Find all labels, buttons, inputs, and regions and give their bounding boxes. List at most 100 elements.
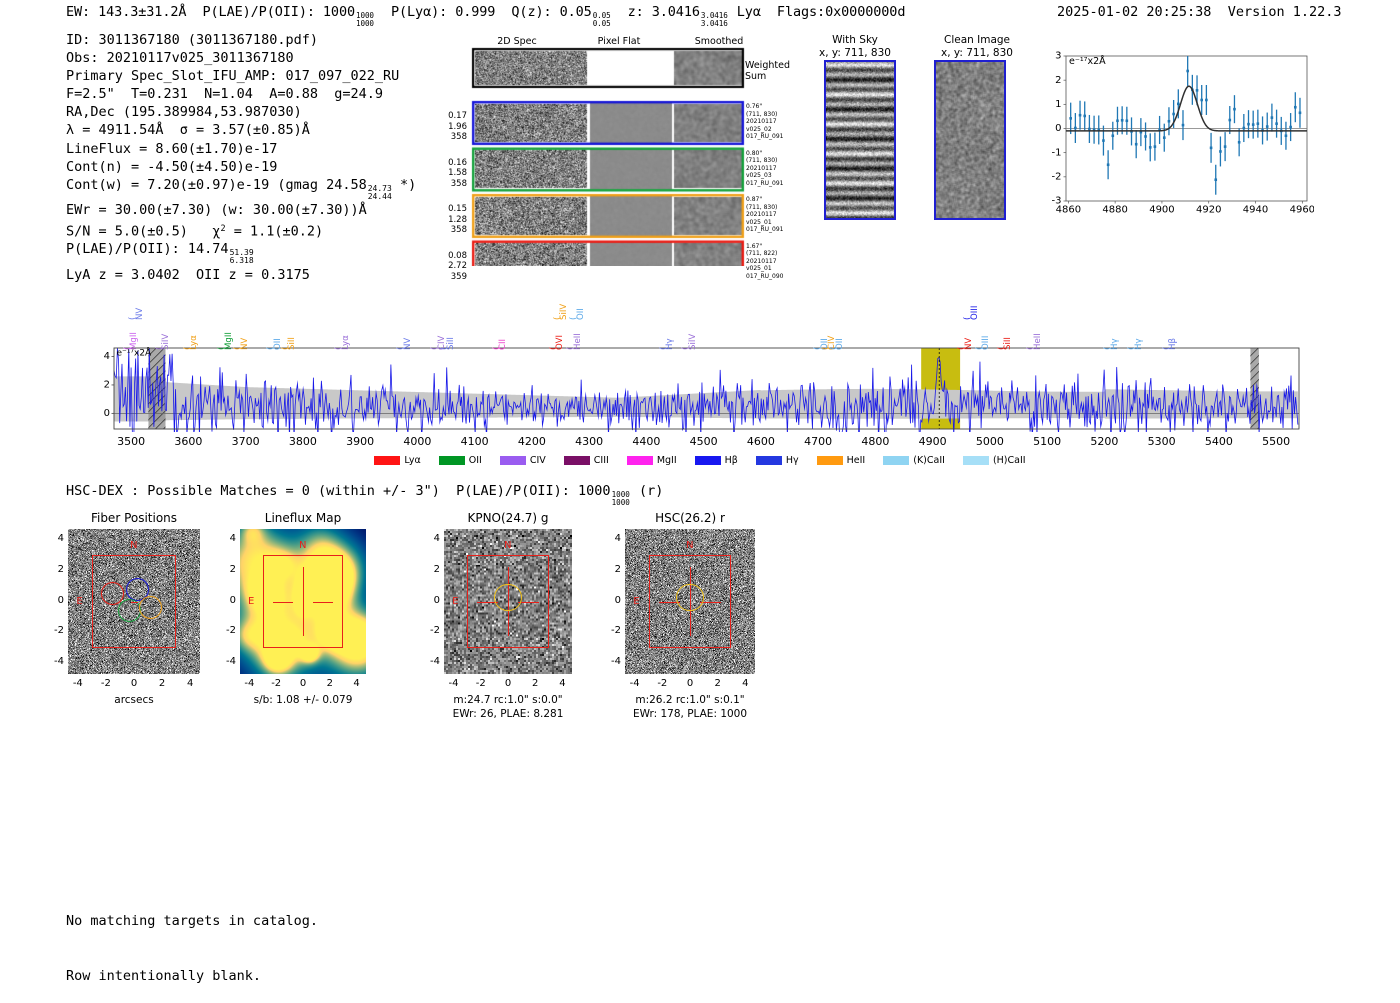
- fiber-circle: [100, 581, 124, 605]
- header-qz-hi: 0.05: [592, 11, 611, 21]
- spectrum-xtick-label: 4400: [632, 435, 661, 448]
- panel-title: HSC(26.2) r: [655, 511, 725, 525]
- legend-item: OII: [438, 455, 482, 466]
- spectrum-xtick-label: 5400: [1204, 435, 1233, 448]
- spectrum-line-label: NV: [402, 337, 413, 350]
- panel-ytick-label: 2: [614, 563, 621, 575]
- info-id: ID: 3011367180 (3011367180.pdf): [66, 32, 318, 48]
- spectrum-line-brace: (: [154, 346, 165, 350]
- spectrum-xtick-label: 4300: [575, 435, 604, 448]
- spectrum-line-brace: (: [1127, 346, 1138, 350]
- panel-xtick-label: -4: [72, 678, 83, 689]
- spectrum-line-brace: (: [1026, 346, 1037, 350]
- spec2d-row-meta-line: (711, 830): [746, 110, 778, 118]
- cutout-panel-row: Fiber Positions N E -4 -4 -2 -2 0 0 2 2 4 4 arcsecs Li…: [0, 505, 1400, 745]
- header-qz-range: 0.05 0.05: [593, 12, 611, 27]
- panel-red-box: [91, 555, 177, 648]
- aperture-circle: [676, 583, 704, 612]
- cutout-withsky-xy: x, y: 711, 830: [819, 46, 891, 59]
- info-radec: RA,Dec (195.389984,53.987030): [66, 104, 302, 121]
- spectrum-line-brace: (: [1161, 346, 1172, 350]
- spectrum-line-label: Lyα: [189, 335, 200, 350]
- spectrum-line-label: SiIV: [687, 333, 698, 350]
- header-version: Version 1.22.3: [1227, 4, 1342, 20]
- spec2d-weighted-sum-label: Weighted Sum: [745, 60, 790, 82]
- catalog-status-line1: No matching targets in catalog.: [66, 913, 318, 930]
- spec2d-row-values: 0.17 1.96 358: [434, 111, 467, 143]
- spectrum-xtick-label: 3900: [346, 435, 375, 448]
- spectrum-line-label: Hγ: [1133, 338, 1144, 350]
- info-gmag-hi: 24.73: [367, 183, 392, 193]
- compass-east-label: E: [452, 596, 459, 608]
- spectrum-xtick-label: 3700: [231, 435, 260, 448]
- spec2d-row-meta-line: 017_RU_091: [746, 179, 784, 187]
- info-obs: Obs: 20210117v025_3011367180: [66, 50, 294, 67]
- spectrum-xtick-label: 4800: [861, 435, 890, 448]
- compass-east-label: E: [248, 596, 255, 608]
- panel-xtick-label: 0: [504, 678, 512, 689]
- spectrum-line-label: NV: [963, 337, 974, 350]
- panel-ytick-label: 2: [57, 563, 64, 575]
- spec2d-row-value: 1.96: [448, 121, 467, 132]
- spectrum-line-brace: (: [430, 346, 441, 350]
- legend-swatch: [816, 456, 843, 465]
- spectrum-xtick-label: 3600: [174, 435, 203, 448]
- spec2d-title-2dspec: 2D Spec: [497, 36, 537, 47]
- panel-crosshair: [690, 566, 692, 590]
- spectrum-xtick-label: 5200: [1090, 435, 1119, 448]
- spec2d-row-meta-line: v025_02: [746, 125, 772, 133]
- panel-xtick-label: -4: [629, 678, 640, 689]
- info-sn-pre: S/N = 5.0(±0.5) χ: [66, 222, 221, 239]
- spec2d-title-smoothed: Smoothed: [694, 36, 744, 47]
- compass-north-label: N: [504, 539, 512, 551]
- spectrum-line-label: HeII: [572, 333, 583, 350]
- info-plae-pre: P(LAE)/P(OII): 14.74: [66, 240, 229, 257]
- legend-item: MgII: [626, 455, 677, 466]
- spectrum-line-label: OVI: [555, 334, 566, 350]
- header-flags: Flags:0x0000000d: [776, 4, 906, 20]
- spec2d-row-meta-line: 0.80": [746, 149, 763, 157]
- spectrum-xtick-label: 4600: [746, 435, 775, 448]
- panel-ytick-label: 4: [57, 532, 64, 544]
- header-summary: EW: 143.3±31.2Å P(LAE)/P(OII): 1000 1000 1…: [66, 4, 905, 28]
- spectrum-line-label: SiII: [446, 337, 457, 350]
- info-plae-hi: 51.39: [229, 248, 254, 258]
- info-seeing: F=2.5" T=0.231 N=1.04 A=0.88 g=24.9: [66, 86, 383, 103]
- spectrum-line-brace: (: [658, 346, 669, 350]
- header-ew: EW: 143.3±31.2Å: [66, 4, 187, 20]
- fiber-circle: [138, 596, 162, 620]
- panel-ytick-label: -4: [611, 656, 621, 668]
- hsc-dex-summary: HSC-DEX : Possible Matches = 0 (within +…: [66, 483, 663, 507]
- legend-label: HeII: [846, 455, 866, 466]
- panel-crosshair: [477, 601, 498, 603]
- info-lambda-sigma: λ = 4911.54Å σ = 3.57(±0.85)Å: [66, 122, 310, 139]
- header-z-range: 3.0416 3.0416: [701, 12, 728, 27]
- legend-label: (K)CaII: [913, 455, 945, 466]
- info-lineflux: LineFlux = 8.60(±1.70)e-17: [66, 140, 278, 157]
- legend-label: Hγ: [785, 455, 799, 466]
- spectrum-line-label: OII: [819, 338, 830, 350]
- emission-line-zoom-plot: [1036, 48, 1314, 223]
- detection-info-block: ID: 3011367180 (3011367180.pdf) Obs: 202…: [66, 31, 416, 284]
- legend-label: OII: [468, 455, 482, 466]
- info-gmag-lo: 24.44: [367, 192, 392, 202]
- full-spectrum-plot: [94, 345, 1301, 432]
- cutout-with-sky-image: [824, 60, 896, 220]
- spec2d-row-meta-line: 20210117: [746, 164, 777, 172]
- legend-label: (H)CaII: [992, 455, 1026, 466]
- legend-swatch: [755, 456, 782, 465]
- spectrum-line-brace: (: [974, 346, 985, 350]
- spec2d-row-value: 358: [450, 132, 467, 143]
- spec2d-row-meta-line: 1.67": [746, 242, 763, 250]
- header-plae-label: P(LAE)/P(OII): 1000: [202, 4, 356, 20]
- header-plae-lo: 1000: [356, 19, 374, 28]
- legend-swatch: [563, 456, 590, 465]
- spectrum-line-brace: (: [996, 346, 1007, 350]
- cutout-clean-title: Clean Image: [943, 34, 1011, 46]
- info-redshifts: LyA z = 3.0402 OII z = 0.3175: [66, 266, 310, 283]
- spec2d-row-value: 0.08: [448, 250, 467, 261]
- spectrum-line-label: NV: [239, 337, 250, 350]
- spectrum-line-brace: (: [1103, 346, 1114, 350]
- legend-label: Hβ: [724, 455, 738, 466]
- spectrum-line-brace: (: [569, 316, 580, 320]
